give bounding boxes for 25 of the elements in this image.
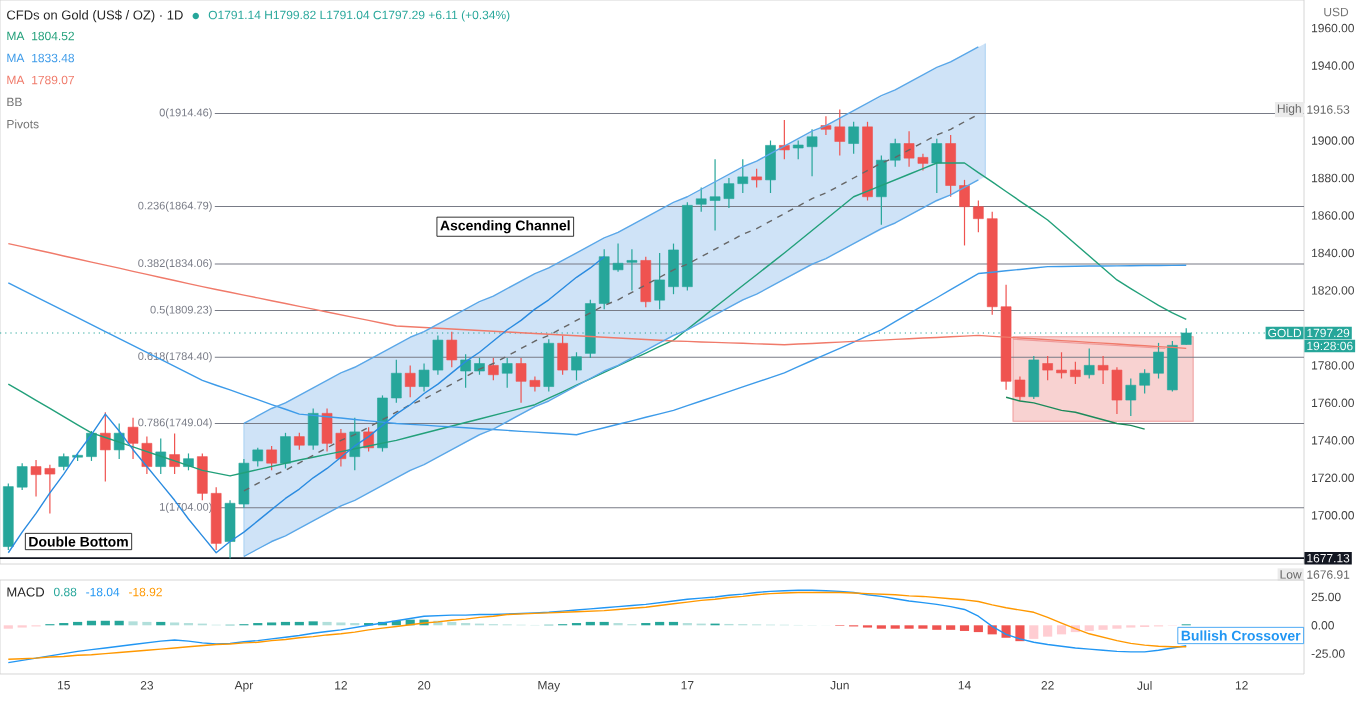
candlestick (252, 447, 264, 468)
candlestick (1028, 355, 1040, 400)
candlestick (889, 138, 901, 168)
candlestick (571, 351, 582, 381)
candlestick (765, 139, 776, 194)
candlestick (626, 248, 638, 292)
candlestick (488, 357, 499, 381)
candlestick (169, 432, 180, 475)
candlestick (100, 411, 111, 483)
candlestick (501, 357, 513, 389)
candlestick (1083, 347, 1095, 380)
candlestick (640, 256, 652, 308)
candlestick (931, 138, 943, 194)
candlestick (404, 364, 416, 398)
candlestick (557, 334, 568, 376)
candlestick (876, 154, 887, 226)
candlestick (848, 121, 859, 155)
candlestick (751, 168, 762, 188)
candlestick (266, 445, 277, 471)
candlestick (307, 407, 319, 451)
candlestick (280, 432, 291, 470)
candlestick (446, 331, 458, 368)
candlestick (113, 422, 125, 460)
candlestick (543, 338, 555, 393)
candlestick (155, 437, 167, 475)
